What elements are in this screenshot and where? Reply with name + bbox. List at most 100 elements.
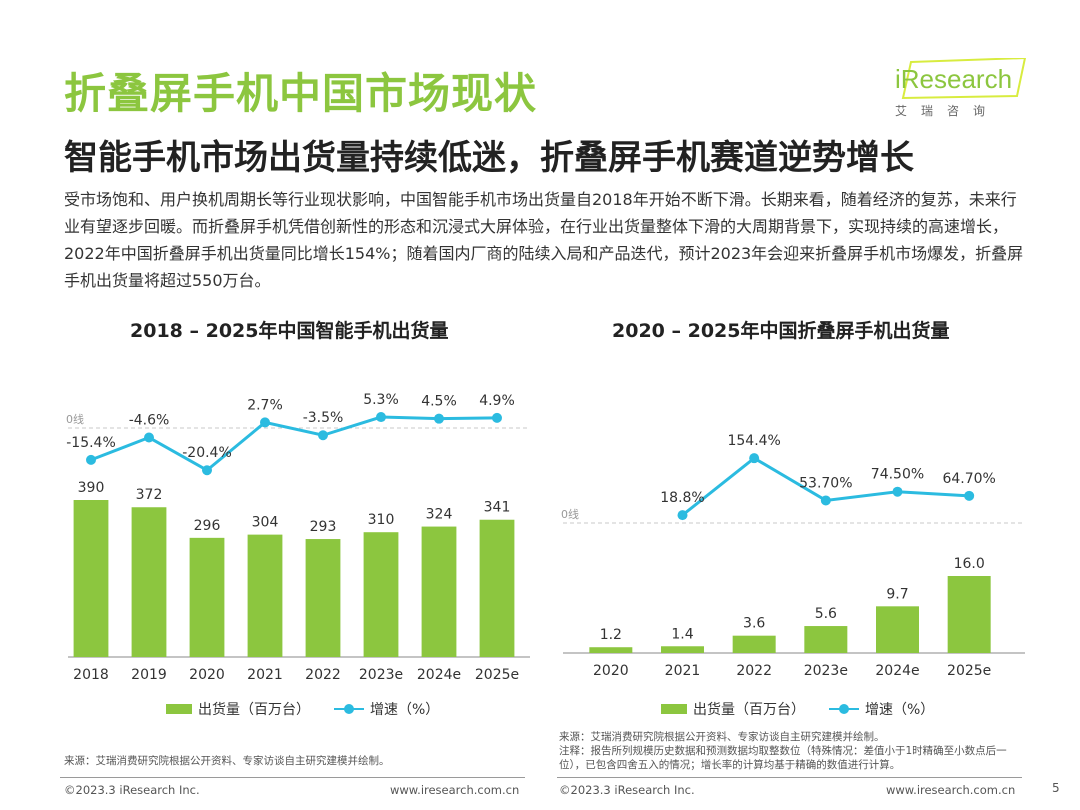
bar [589, 647, 633, 653]
bar [661, 646, 704, 653]
x-tick-label: 2025e [475, 667, 519, 683]
zero-line-label: 0线 [561, 507, 579, 521]
chart-title-smartphone: 2018 – 2025年中国智能手机出货量 [130, 320, 449, 342]
x-tick-label: 2020 [593, 663, 629, 679]
growth-value-label: 53.70% [799, 475, 852, 491]
x-tick-label: 2025e [947, 663, 991, 679]
source-note-left: 来源：艾瑞消费研究院根据公开资料、专家访谈自主研究建模并绘制。 [64, 755, 390, 767]
legend-bar-label: 出货量（百万台） [693, 702, 805, 718]
bar [189, 537, 225, 657]
legend-right: 出货量（百万台） 增速（%） [661, 699, 934, 719]
smartphone-shipment-chart: 0线 390 2018 372 2019 296 2020 304 2021 293 2022 310… [66, 392, 530, 683]
growth-point [892, 486, 903, 497]
growth-point [202, 465, 212, 476]
growth-point [492, 412, 502, 423]
zero-line-label: 0线 [66, 412, 84, 426]
growth-value-label: 64.70% [942, 471, 995, 487]
legend-bar-label: 出货量（百万台） [198, 702, 310, 718]
footer-copyright-left: ©2023.3 iResearch Inc. [64, 783, 200, 797]
chart-title-foldable: 2020 – 2025年中国折叠屏手机出货量 [612, 320, 950, 342]
growth-line [90, 415, 498, 473]
bar-value-label: 1.2 [600, 627, 622, 643]
footer-url-right: www.iresearch.com.cn [886, 783, 1016, 797]
bar [131, 507, 167, 657]
bar-value-label: 372 [136, 487, 163, 503]
bar [804, 626, 848, 653]
page-subtitle: 智能手机市场出货量持续低迷，折叠屏手机赛道逆势增长 [64, 138, 914, 178]
x-tick-label: 2024e [417, 667, 461, 683]
growth-value-label: -15.4% [66, 435, 116, 451]
growth-point [434, 413, 444, 424]
foldable-shipment-chart: 0线 1.2 2020 1.4 2021 3.6 2022 5.6 2023e 9.7 2024e 1… [561, 433, 1025, 679]
x-tick-label: 2022 [305, 667, 341, 683]
bar [479, 519, 515, 657]
growth-point [144, 432, 154, 443]
growth-point [260, 417, 270, 428]
legend-bar-swatch [166, 704, 192, 714]
bar [305, 539, 341, 657]
growth-point [677, 510, 688, 521]
iresearch-logo: iResearch 艾瑞咨询 [893, 58, 1028, 118]
footer-divider-left [60, 777, 525, 778]
x-tick-label: 2021 [247, 667, 283, 683]
x-tick-label: 2023e [359, 667, 403, 683]
x-tick-label: 2022 [736, 663, 772, 679]
growth-point [86, 454, 96, 465]
bar-value-label: 390 [78, 480, 105, 496]
bar [73, 500, 109, 657]
x-tick-label: 2023e [804, 663, 848, 679]
bar [732, 635, 776, 653]
bar-value-label: 324 [426, 507, 453, 523]
footer-copyright-right: ©2023.3 iResearch Inc. [559, 783, 695, 797]
x-tick-label: 2018 [73, 667, 109, 683]
page-title: 折叠屏手机中国市场现状 [64, 69, 538, 118]
source-note-right: 来源：艾瑞消费研究院根据公开资料、专家访谈自主研究建模并绘制。 [559, 731, 885, 743]
footer-divider-right [557, 777, 1022, 778]
growth-point [376, 412, 386, 423]
bar-value-label: 296 [194, 518, 221, 534]
growth-point [749, 453, 760, 464]
bar-value-label: 293 [310, 519, 337, 535]
growth-value-label: 5.3% [363, 392, 399, 408]
logo-wordmark: iResearch [895, 64, 1013, 94]
legend-line-label: 增速（%） [370, 702, 440, 718]
footnote-right: 注释：报告所列规模历史数据和预测数据均取整数位（特殊情况：差值小于1时精确至小数… [559, 745, 1007, 771]
bar-value-label: 310 [368, 512, 395, 528]
x-tick-label: 2019 [131, 667, 167, 683]
bar [947, 576, 991, 653]
bar-value-label: 3.6 [743, 616, 765, 632]
bar-value-label: 5.6 [815, 606, 837, 622]
legend-line-label: 增速（%） [865, 702, 935, 718]
growth-point [964, 490, 975, 501]
legend-left: 出货量（百万台） 增速（%） [166, 699, 439, 719]
growth-point [820, 495, 831, 506]
legend-line-swatch [829, 704, 859, 714]
growth-value-label: 74.50% [871, 467, 924, 483]
x-tick-label: 2021 [665, 663, 701, 679]
legend-line-swatch [334, 704, 364, 714]
bar-value-label: 9.7 [886, 586, 908, 602]
growth-value-label: 4.9% [479, 393, 515, 409]
logo-banner [901, 58, 1027, 100]
page-number: 5 [1052, 781, 1060, 795]
growth-value-label: 154.4% [727, 433, 780, 449]
growth-value-label: 2.7% [247, 397, 283, 413]
bar-value-label: 1.4 [671, 626, 693, 642]
bar [876, 606, 919, 653]
growth-point [318, 430, 328, 441]
bar [421, 526, 457, 657]
footer-url-left: www.iresearch.com.cn [390, 783, 520, 797]
logo-chinese: 艾瑞咨询 [895, 104, 1000, 118]
growth-value-label: -4.6% [129, 413, 170, 429]
bar-value-label: 16.0 [954, 556, 985, 572]
growth-value-label: 4.5% [421, 394, 457, 410]
bar [363, 532, 399, 657]
legend-bar-swatch [661, 704, 687, 714]
x-tick-label: 2020 [189, 667, 225, 683]
bar [247, 534, 283, 657]
growth-value-label: -20.4% [182, 445, 232, 461]
growth-value-label: 18.8% [660, 490, 704, 506]
intro-paragraph: 受市场饱和、用户换机周期长等行业现状影响，中国智能手机市场出货量自2018年开始… [64, 190, 1024, 290]
bar-value-label: 304 [252, 515, 279, 531]
x-tick-label: 2024e [875, 663, 919, 679]
